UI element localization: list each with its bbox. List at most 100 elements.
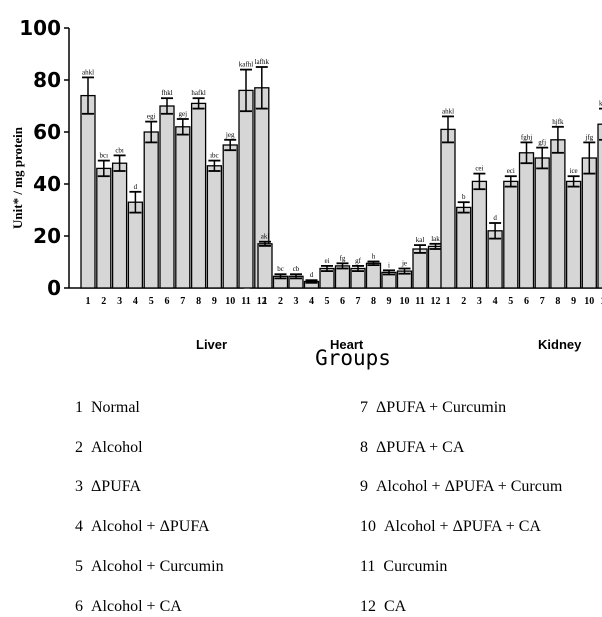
- x-tick-label: 7: [540, 296, 545, 307]
- panel-title-heart: Heart: [330, 337, 364, 352]
- legend-item: 10 Alcohol + ΔPUFA + CA: [360, 518, 541, 536]
- data-label: kahl: [599, 100, 602, 108]
- data-label: gej: [179, 110, 188, 118]
- legend-number: 9: [360, 478, 368, 496]
- legend-number: 8: [360, 438, 368, 456]
- bar-liver-10: [222, 144, 238, 289]
- x-tick-label: 2: [278, 296, 283, 307]
- x-tick-label: 7: [356, 296, 361, 307]
- data-label: kal: [416, 236, 425, 244]
- x-tick-label: 1: [446, 296, 451, 307]
- bar-liver-4: [127, 201, 144, 289]
- x-tick-label: 3: [294, 296, 299, 307]
- y-tick-label: 0: [47, 276, 61, 300]
- legend-item: 5 Alcohol + Curcumin: [75, 558, 224, 576]
- y-tick-label: 40: [33, 172, 61, 196]
- data-label: cei: [475, 165, 483, 173]
- x-tick-label: 2: [101, 296, 106, 307]
- data-label: akl: [261, 233, 270, 241]
- x-tick-label: 9: [387, 296, 392, 307]
- x-tick-label: 1: [86, 296, 91, 307]
- bar-kidney-8: [550, 139, 566, 289]
- data-label: eci: [507, 167, 515, 175]
- y-axis-label: Unit* / mg protein: [10, 126, 25, 229]
- x-tick-label: 6: [340, 296, 345, 307]
- bar-liver-9: [206, 165, 223, 289]
- data-label: i: [388, 261, 390, 269]
- legend-item: 2 Alcohol: [75, 439, 143, 457]
- bar-liver-11: [238, 89, 254, 289]
- legend-number: 11: [360, 557, 376, 575]
- data-label: b: [462, 193, 466, 201]
- data-label: jfg: [584, 133, 593, 141]
- data-label: ice: [570, 167, 578, 175]
- bar-liver-1: [80, 94, 96, 289]
- legend-label: Curcumin: [383, 557, 448, 575]
- data-label: gf: [355, 257, 362, 265]
- legend-label: Alcohol + ΔPUFA + CA: [384, 518, 541, 536]
- x-tick-label: 6: [524, 296, 529, 307]
- legend-number: 7: [360, 399, 368, 416]
- bar-chart: 0 20 40 60 80 100 ahkl 1 bcı 2 cbı 3 d 4 egi 5 fhkl 6 gej…: [10, 16, 602, 370]
- legend-item: 9 Alcohol + ΔPUFA + Curcum: [360, 478, 562, 496]
- x-tick-label: 5: [325, 296, 330, 307]
- x-tick-label: 4: [133, 296, 138, 307]
- legend-number: 1: [75, 399, 83, 416]
- bar-kidney-2: [456, 206, 472, 289]
- bar-kidney-5: [503, 180, 519, 289]
- x-tick-label: 1: [263, 296, 268, 307]
- data-label: fhkl: [161, 89, 172, 97]
- x-tick-label: 10: [584, 296, 594, 307]
- bar-kidney-6: [518, 152, 535, 289]
- x-tick-label: 4: [493, 296, 498, 307]
- legend-label: Alcohol: [91, 438, 143, 456]
- x-tick-label: 9: [212, 296, 217, 307]
- legend-number: 2: [75, 438, 83, 456]
- legend-item: 3 ΔPUFA: [75, 478, 141, 496]
- legend-item: 6 Alcohol + CA: [75, 598, 182, 616]
- legend-number: 4: [75, 518, 83, 536]
- x-axis-label: Groups: [315, 346, 391, 370]
- x-tick-label: 8: [371, 296, 376, 307]
- bar-kidney-11: [597, 123, 602, 289]
- data-label: egi: [147, 113, 156, 121]
- data-label: fg: [340, 254, 346, 262]
- legend-item: 1 Normal: [75, 399, 140, 417]
- legend-number: 10: [360, 518, 376, 536]
- data-label: lafhk: [255, 58, 270, 66]
- legend-number: 3: [75, 478, 83, 496]
- x-tick-label: 6: [165, 296, 170, 307]
- x-tick-label: 3: [477, 296, 482, 307]
- x-tick-label: 2: [461, 296, 466, 307]
- data-label: ei: [324, 257, 329, 265]
- data-label: je: [401, 260, 407, 268]
- legend-label: ΔPUFA + CA: [376, 438, 465, 456]
- bar-heart-8: [365, 262, 382, 289]
- legend-item: 8 ΔPUFA + CA: [360, 439, 464, 457]
- legend-item: 4 Alcohol + ΔPUFA: [75, 518, 210, 536]
- data-label: d: [493, 214, 497, 222]
- data-label: ıbc: [210, 152, 219, 160]
- data-label: kafhl: [239, 61, 253, 69]
- data-label: cbı: [115, 146, 124, 154]
- legend-label: Alcohol + Curcumin: [91, 557, 224, 575]
- data-label: bc: [277, 265, 284, 273]
- x-tick-label: 3: [117, 296, 122, 307]
- x-tick-label: 5: [508, 296, 513, 307]
- data-label: h: [372, 252, 376, 260]
- x-tick-label: 8: [555, 296, 560, 307]
- bar-heart-11: [412, 248, 428, 289]
- panel-title-liver: Liver: [196, 337, 227, 352]
- legend-label: Alcohol + CA: [91, 597, 182, 615]
- data-label: fghj: [521, 133, 532, 141]
- x-tick-label: 11: [241, 296, 250, 307]
- data-label: hjfk: [552, 118, 564, 126]
- data-label: lak: [431, 235, 440, 243]
- bar-heart-1: [257, 243, 273, 289]
- legend-label: CA: [384, 597, 407, 615]
- legend-item: 11 Curcumin: [360, 558, 447, 576]
- data-label: jeg: [225, 131, 235, 139]
- bar-liver-8: [190, 102, 207, 289]
- panel-title-kidney: Kidney: [538, 337, 582, 352]
- data-label: ahkl: [82, 68, 94, 76]
